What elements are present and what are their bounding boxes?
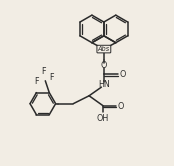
Text: OH: OH	[97, 115, 109, 124]
Text: F: F	[49, 73, 53, 82]
Text: F: F	[34, 77, 39, 86]
Text: F: F	[41, 67, 46, 76]
Text: Abs: Abs	[98, 46, 110, 52]
Text: O: O	[120, 70, 126, 80]
Text: O: O	[101, 61, 107, 70]
Text: HN: HN	[98, 81, 110, 89]
Text: O: O	[117, 102, 124, 111]
